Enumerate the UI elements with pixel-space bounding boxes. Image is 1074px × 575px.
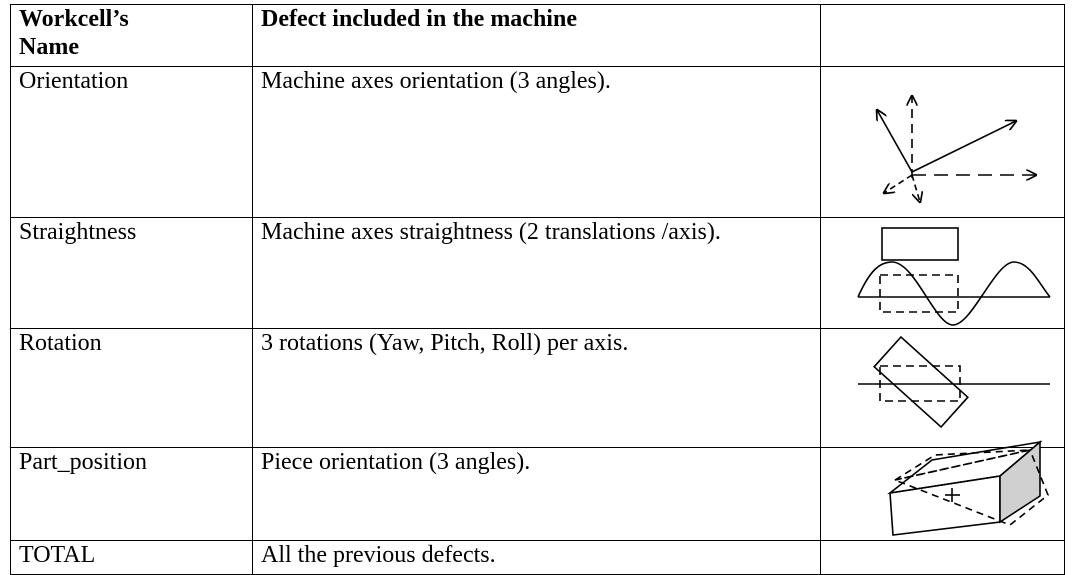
row: Straightness Machine axes straightness (… (10, 217, 1065, 329)
icon-cell (820, 447, 1065, 541)
icon-cell (820, 217, 1065, 329)
cell: Rotation (10, 328, 253, 448)
cell: 3 rotations (Yaw, Pitch, Roll) per axis. (252, 328, 821, 448)
header-cell: Defect included in the machine (252, 4, 821, 67)
row: Orientation Machine axes orientation (3 … (10, 66, 1065, 218)
cell: Machine axes orientation (3 angles). (252, 66, 821, 218)
row: Rotation 3 rotations (Yaw, Pitch, Roll) … (10, 328, 1065, 448)
icon-cell (820, 540, 1065, 575)
cell: Piece orientation (3 angles). (252, 447, 821, 541)
header-cell (820, 4, 1065, 67)
cell: Part_position (10, 447, 253, 541)
icon-cell (820, 328, 1065, 448)
defects-table: Workcell’s Name Defect included in the m… (10, 4, 1065, 575)
cell: Straightness (10, 217, 253, 329)
header-cell: Workcell’s Name (10, 4, 253, 67)
icon-cell (820, 66, 1065, 218)
row: TOTAL All the previous defects. (10, 540, 1065, 575)
cell: All the previous defects. (252, 540, 821, 575)
cell: Machine axes straightness (2 translation… (252, 217, 821, 329)
row: Part_position Piece orientation (3 angle… (10, 447, 1065, 541)
cell: TOTAL (10, 540, 253, 575)
cell: Orientation (10, 66, 253, 218)
header-row: Workcell’s Name Defect included in the m… (10, 4, 1065, 67)
